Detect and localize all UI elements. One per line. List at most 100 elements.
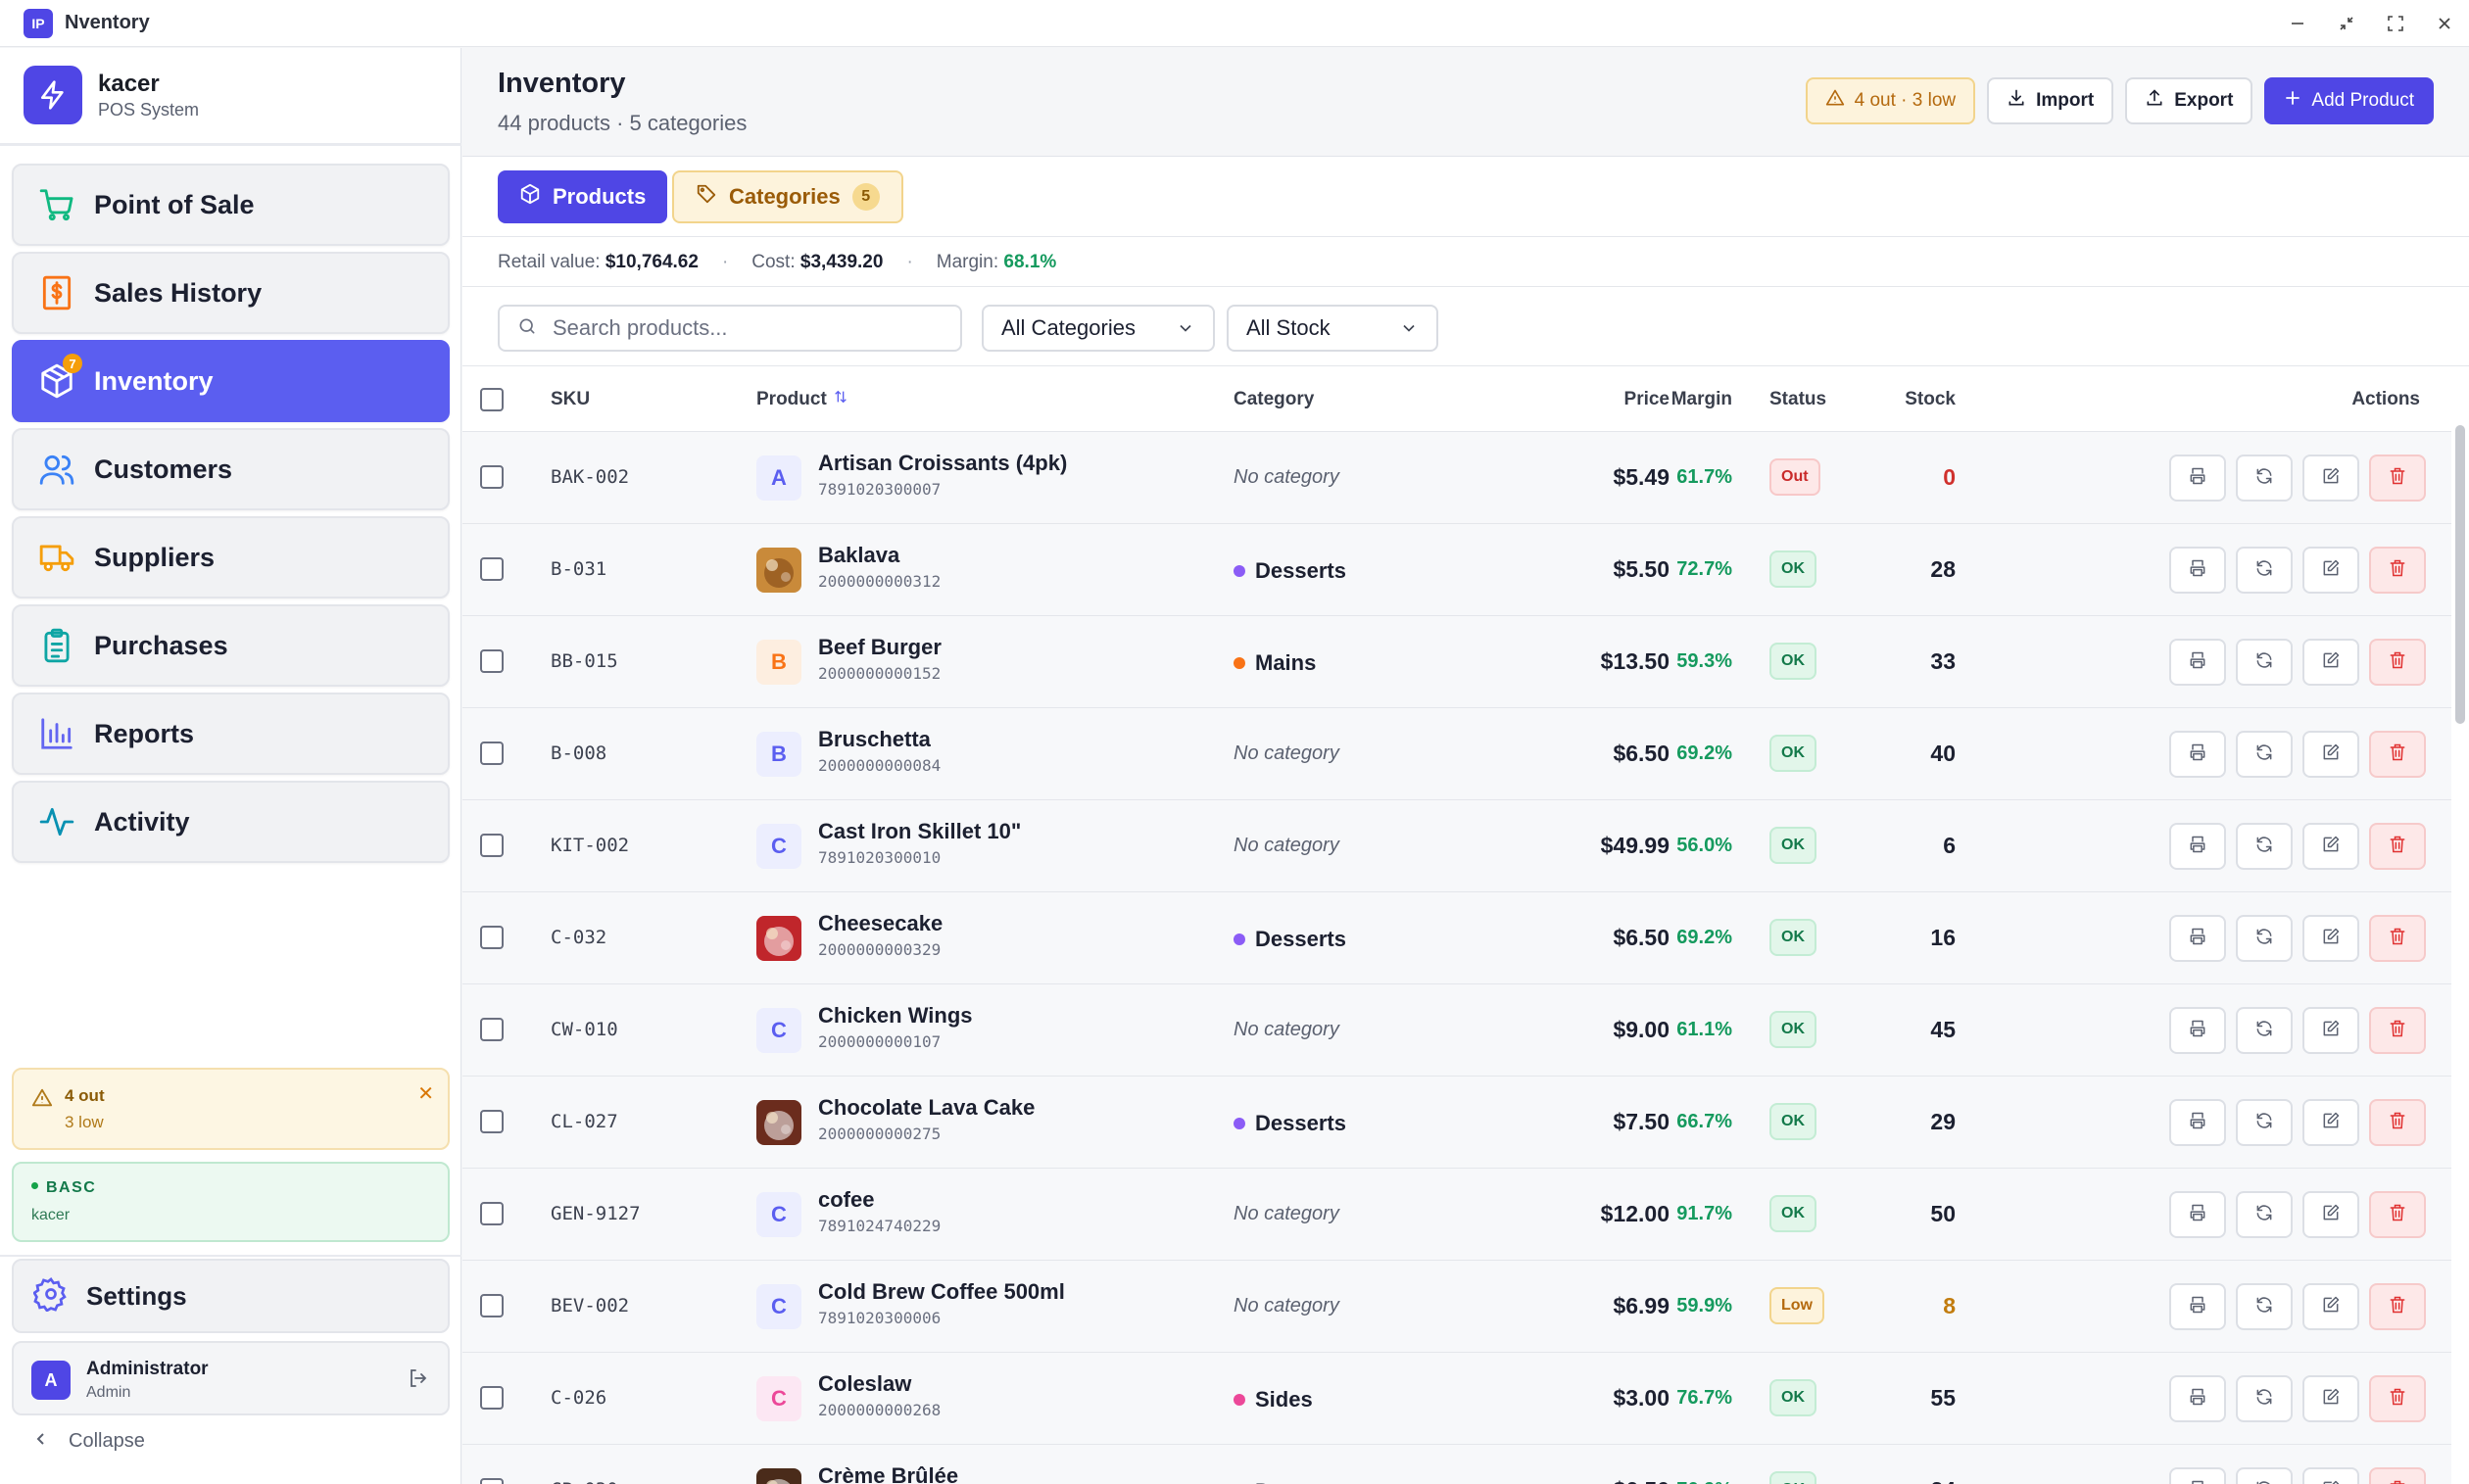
print-label-button[interactable] (2169, 823, 2226, 870)
row-checkbox[interactable] (480, 1110, 504, 1133)
table-row[interactable]: C-032 Cheesecake 2000000000329 Desserts $6.5… (462, 892, 2451, 984)
column-header-stock[interactable]: Stock (1905, 388, 1956, 409)
edit-product-button[interactable] (2302, 1007, 2359, 1054)
table-row[interactable]: BB-015 B Beef Burger 2000000000152 Mains $13.… (462, 616, 2451, 708)
row-checkbox[interactable] (480, 834, 504, 857)
stock-alert-button[interactable]: 4 out · 3 low (1805, 77, 1976, 124)
search-input[interactable] (553, 315, 925, 341)
dismiss-alert-icon[interactable]: ✕ (417, 1083, 434, 1105)
edit-product-button[interactable] (2302, 455, 2359, 502)
row-checkbox[interactable] (480, 465, 504, 489)
collapse-button[interactable]: Collapse (33, 1430, 145, 1453)
add-product-button[interactable]: Add Product (2264, 77, 2434, 124)
adjust-stock-button[interactable] (2236, 823, 2293, 870)
delete-product-button[interactable] (2369, 455, 2426, 502)
adjust-stock-button[interactable] (2236, 1375, 2293, 1422)
delete-product-button[interactable] (2369, 731, 2426, 778)
edit-product-button[interactable] (2302, 731, 2359, 778)
print-label-button[interactable] (2169, 731, 2226, 778)
sidebar-item-reports[interactable]: Reports (12, 693, 450, 775)
adjust-stock-button[interactable] (2236, 1099, 2293, 1146)
row-checkbox[interactable] (480, 1202, 504, 1225)
table-row[interactable]: B-031 Baklava 2000000000312 Desserts $5.50 72… (462, 524, 2451, 616)
table-row[interactable]: CW-010 C Chicken Wings 2000000000107 No cate… (462, 984, 2451, 1077)
stock-filter-select[interactable]: All Stock (1227, 305, 1438, 352)
tab-categories[interactable]: Categories 5 (672, 170, 903, 223)
print-label-button[interactable] (2169, 1283, 2226, 1330)
edit-product-button[interactable] (2302, 1375, 2359, 1422)
tab-products[interactable]: Products (498, 170, 668, 223)
print-label-button[interactable] (2169, 547, 2226, 594)
delete-product-button[interactable] (2369, 823, 2426, 870)
sidebar-item-point-of-sale[interactable]: Point of Sale (12, 164, 450, 246)
row-checkbox[interactable] (480, 1018, 504, 1041)
print-label-button[interactable] (2169, 1007, 2226, 1054)
delete-product-button[interactable] (2369, 1099, 2426, 1146)
print-label-button[interactable] (2169, 915, 2226, 962)
edit-product-button[interactable] (2302, 915, 2359, 962)
table-row[interactable]: CL-027 Chocolate Lava Cake 2000000000275 De… (462, 1077, 2451, 1169)
row-checkbox[interactable] (480, 557, 504, 581)
edit-product-button[interactable] (2302, 823, 2359, 870)
row-checkbox[interactable] (480, 1294, 504, 1317)
print-label-button[interactable] (2169, 455, 2226, 502)
edit-product-button[interactable] (2302, 1099, 2359, 1146)
print-label-button[interactable] (2169, 639, 2226, 686)
delete-product-button[interactable] (2369, 1283, 2426, 1330)
row-checkbox[interactable] (480, 649, 504, 673)
print-label-button[interactable] (2169, 1099, 2226, 1146)
category-filter-select[interactable]: All Categories (982, 305, 1215, 352)
table-row[interactable]: B-008 B Bruschetta 2000000000084 No category… (462, 708, 2451, 800)
adjust-stock-button[interactable] (2236, 547, 2293, 594)
column-header-price[interactable]: Price (1623, 388, 1670, 409)
sidebar-item-sales-history[interactable]: Sales History (12, 252, 450, 334)
adjust-stock-button[interactable] (2236, 639, 2293, 686)
export-button[interactable]: Export (2125, 77, 2253, 124)
print-label-button[interactable] (2169, 1191, 2226, 1238)
print-label-button[interactable] (2169, 1467, 2226, 1484)
delete-product-button[interactable] (2369, 915, 2426, 962)
logout-icon[interactable] (407, 1366, 430, 1395)
sidebar-item-purchases[interactable]: Purchases (12, 604, 450, 687)
column-header-product[interactable]: Product (756, 389, 848, 410)
row-checkbox[interactable] (480, 742, 504, 765)
delete-product-button[interactable] (2369, 547, 2426, 594)
adjust-stock-button[interactable] (2236, 1467, 2293, 1484)
search-box[interactable] (498, 305, 962, 352)
adjust-stock-button[interactable] (2236, 1283, 2293, 1330)
adjust-stock-button[interactable] (2236, 455, 2293, 502)
adjust-stock-button[interactable] (2236, 1191, 2293, 1238)
adjust-stock-button[interactable] (2236, 731, 2293, 778)
row-checkbox[interactable] (480, 926, 504, 949)
import-button[interactable]: Import (1987, 77, 2114, 124)
row-checkbox[interactable] (480, 1386, 504, 1410)
sidebar-item-customers[interactable]: Customers (12, 428, 450, 510)
scrollbar[interactable] (2455, 425, 2465, 724)
sidebar-item-activity[interactable]: Activity (12, 781, 450, 863)
maximize-icon[interactable] (2385, 13, 2406, 34)
edit-product-button[interactable] (2302, 547, 2359, 594)
adjust-stock-button[interactable] (2236, 915, 2293, 962)
column-header-margin[interactable]: Margin (1670, 388, 1732, 409)
table-row[interactable]: BEV-002 C Cold Brew Coffee 500ml 7891020300… (462, 1261, 2451, 1353)
restore-icon[interactable] (2336, 13, 2357, 34)
sidebar-item-settings[interactable]: Settings (12, 1259, 450, 1333)
delete-product-button[interactable] (2369, 1191, 2426, 1238)
delete-product-button[interactable] (2369, 1375, 2426, 1422)
edit-product-button[interactable] (2302, 1283, 2359, 1330)
column-header-sku[interactable]: SKU (551, 388, 591, 409)
table-row[interactable]: KIT-002 C Cast Iron Skillet 10" 78910203000… (462, 800, 2451, 892)
column-header-category[interactable]: Category (1234, 388, 1315, 409)
sidebar-item-inventory[interactable]: 7 Inventory (12, 340, 450, 422)
table-row[interactable]: BAK-002 A Artisan Croissants (4pk) 78910203… (462, 432, 2451, 524)
edit-product-button[interactable] (2302, 1191, 2359, 1238)
delete-product-button[interactable] (2369, 1007, 2426, 1054)
table-row[interactable]: CB-030 Crème Brûlée Desserts $6.5076.9% OK 24 (462, 1445, 2451, 1484)
adjust-stock-button[interactable] (2236, 1007, 2293, 1054)
minimize-icon[interactable] (2287, 13, 2308, 34)
close-icon[interactable] (2434, 13, 2455, 34)
edit-product-button[interactable] (2302, 1467, 2359, 1484)
delete-product-button[interactable] (2369, 1467, 2426, 1484)
edit-product-button[interactable] (2302, 639, 2359, 686)
